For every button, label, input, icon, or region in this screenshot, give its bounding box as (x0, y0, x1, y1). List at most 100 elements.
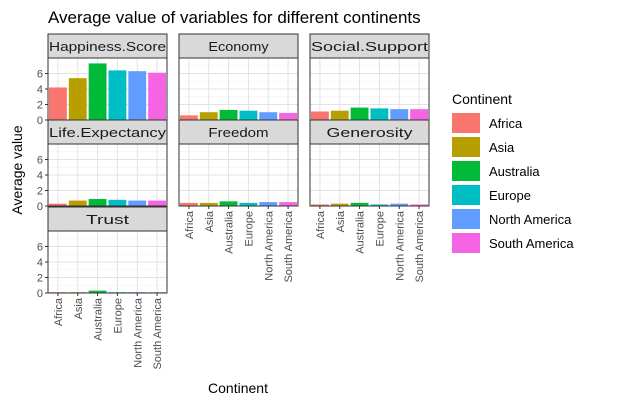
bar-generosity-asia (330, 203, 349, 206)
x-tick-label-north-america: North America (394, 210, 406, 281)
facet-strip (47, 119, 168, 145)
facet-label-social-support: Social.Support (311, 39, 429, 54)
bar-life-expectancy-south-america (148, 200, 167, 206)
bar-social-support-south-america (410, 109, 429, 120)
y-tick-label: 2 (37, 186, 43, 198)
bar-generosity-south-america (410, 204, 429, 206)
facet-label-economy: Economy (208, 39, 269, 54)
bar-economy-australia (219, 109, 238, 120)
facet-panels: Happiness.Score 0 2 4 6 Economy Social.Support… (37, 33, 430, 370)
bar-freedom-africa (179, 202, 198, 206)
x-tick-label-south-america: South America (283, 210, 295, 282)
bar-economy-asia (199, 112, 218, 120)
legend-label-south-america: South America (489, 236, 574, 251)
panel-border (309, 143, 430, 207)
panel-border (178, 143, 299, 207)
bar-life-expectancy-asia (68, 200, 87, 206)
y-tick-label: 0 (37, 115, 43, 127)
bar-economy-africa (179, 115, 198, 120)
x-axis-title: Continent (208, 380, 268, 396)
facet-strip (178, 33, 299, 59)
x-tick-label-africa: Africa (184, 210, 196, 239)
bar-social-support-europe (370, 108, 389, 120)
bar-trust-australia (88, 290, 107, 293)
facet-label-happiness-score: Happiness.Score (49, 39, 166, 54)
bar-social-support-africa (310, 111, 329, 120)
bar-happiness-score-south-america (148, 72, 167, 120)
bar-freedom-north-america (259, 202, 278, 206)
chart-title: Average value of variables for different… (48, 8, 421, 27)
x-tick-label-north-america: North America (263, 210, 275, 281)
y-axis-title: Average value (9, 125, 25, 214)
facet-trust: Trust 0 2 4 6 Africa Asia Australia Europe North … (37, 206, 168, 370)
bar-happiness-score-africa (48, 87, 67, 120)
bar-economy-europe (239, 110, 258, 120)
x-tick-label-europe: Europe (112, 298, 124, 333)
y-tick-label: 6 (37, 69, 43, 81)
y-tick-label: 6 (37, 242, 43, 254)
bar-generosity-australia (350, 202, 369, 206)
x-tick-label-australia: Australia (224, 210, 236, 254)
y-tick-label: 4 (37, 170, 43, 182)
bar-freedom-europe (239, 202, 258, 206)
legend-label-asia: Asia (489, 140, 515, 155)
legend-key-europe (452, 185, 480, 205)
facet-label-life-expectancy: Life.Expectancy (49, 125, 167, 140)
x-tick-label-australia: Australia (355, 210, 367, 254)
x-tick-label-south-america: South America (152, 297, 164, 369)
facet-life-expectancy: Life.Expectancy 0 2 4 6 (37, 119, 168, 213)
legend-key-australia (452, 161, 480, 181)
facet-freedom: Freedom Africa Asia Australia Europe North Am… (178, 119, 299, 283)
y-tick-label: 4 (37, 257, 43, 269)
facet-label-generosity: Generosity (327, 125, 414, 140)
legend-label-north-america: North America (489, 212, 572, 227)
bar-economy-south-america (279, 113, 298, 120)
legend: Continent Africa Asia Australia Europe North… (452, 91, 574, 253)
bar-social-support-australia (350, 107, 369, 120)
x-tick-label-europe: Europe (374, 211, 386, 246)
bar-happiness-score-australia (88, 63, 107, 120)
y-tick-label: 6 (37, 155, 43, 167)
bar-freedom-australia (219, 201, 238, 206)
x-tick-label-africa: Africa (315, 210, 327, 239)
x-tick-label-australia: Australia (93, 297, 105, 341)
bar-life-expectancy-africa (48, 203, 67, 206)
legend-key-south-america (452, 233, 480, 253)
bar-generosity-africa (310, 204, 329, 206)
x-tick-label-asia: Asia (335, 210, 347, 232)
y-tick-label: 2 (37, 273, 43, 285)
legend-key-africa (452, 113, 480, 133)
y-tick-label: 0 (37, 201, 43, 213)
bar-happiness-score-asia (68, 78, 87, 120)
facet-strip (47, 33, 168, 59)
bar-happiness-score-north-america (128, 71, 147, 120)
x-tick-label-asia: Asia (204, 210, 216, 232)
y-tick-label: 4 (37, 84, 43, 96)
facet-generosity: Generosity Africa Asia Australia Europe North… (309, 119, 430, 283)
bar-economy-north-america (259, 112, 278, 120)
x-tick-label-asia: Asia (73, 297, 85, 319)
legend-label-europe: Europe (489, 188, 531, 203)
bar-freedom-south-america (279, 202, 298, 206)
x-tick-label-africa: Africa (53, 297, 65, 326)
legend-items: Africa Asia Australia Europe North America So… (452, 113, 574, 253)
bar-life-expectancy-australia (88, 199, 107, 206)
y-tick-label: 0 (37, 288, 43, 300)
facet-happiness-score: Happiness.Score 0 2 4 6 (37, 33, 168, 127)
legend-label-australia: Australia (489, 164, 540, 179)
bar-social-support-asia (330, 110, 349, 120)
bar-life-expectancy-north-america (128, 200, 147, 206)
facet-label-trust: Trust (86, 212, 130, 227)
x-tick-label-europe: Europe (243, 211, 255, 246)
facet-strip (47, 206, 168, 232)
bar-social-support-north-america (390, 109, 409, 120)
legend-label-africa: Africa (489, 116, 523, 131)
x-tick-label-south-america: South America (414, 210, 426, 282)
legend-title: Continent (452, 91, 512, 107)
bar-life-expectancy-europe (108, 199, 127, 206)
bar-happiness-score-europe (108, 70, 127, 120)
bar-freedom-asia (199, 202, 218, 206)
x-tick-label-north-america: North America (132, 297, 144, 368)
facet-label-freedom: Freedom (208, 125, 268, 140)
